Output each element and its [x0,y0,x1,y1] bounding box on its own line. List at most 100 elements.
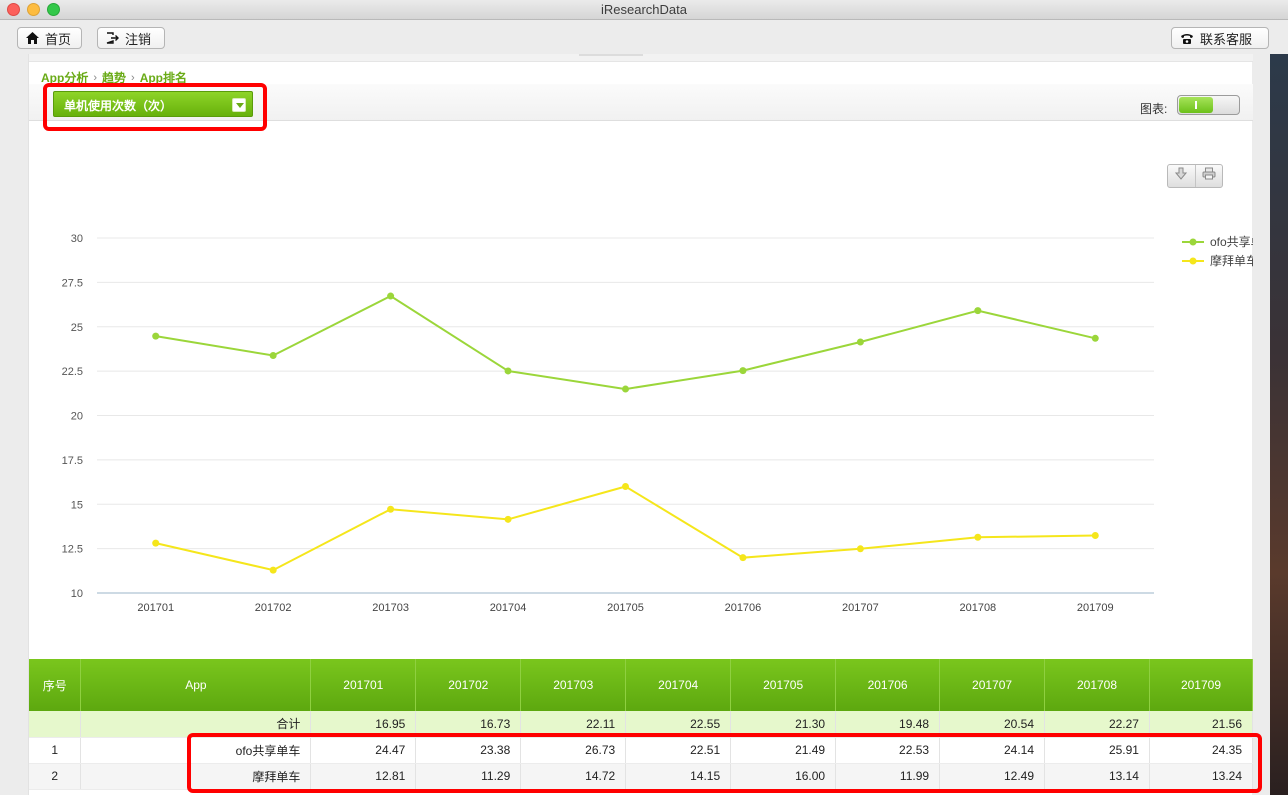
metric-dropdown[interactable]: 单机使用次数（次） [53,91,253,117]
y-tick-label: 20 [71,411,83,423]
table-cell: 12.81 [310,763,417,790]
legend-label: 摩拜单车 [1210,253,1253,268]
contact-service-button[interactable]: 联系客服 [1171,27,1269,49]
y-tick-label: 27.5 [62,277,83,289]
y-tick-label: 10 [71,588,83,600]
y-tick-label: 22.5 [62,366,83,378]
phone-icon [1180,33,1194,44]
header-month[interactable]: 201707 [939,659,1046,711]
data-point [1091,334,1099,342]
table-cell: 14.72 [520,763,627,790]
desktop-background [1270,54,1288,795]
row-index: 2 [29,763,82,790]
table-cell: 12.49 [939,763,1046,790]
header-month[interactable]: 201705 [730,659,837,711]
data-point [387,292,395,300]
breadcrumb-app-analysis[interactable]: App分析 [41,71,89,85]
table-cell: 11.29 [415,763,522,790]
x-tick-label: 201701 [137,602,174,614]
print-button[interactable] [1194,165,1222,187]
header-month[interactable]: 201702 [415,659,522,711]
metric-dropdown-value: 单机使用次数（次） [64,99,173,113]
x-tick-label: 201706 [725,602,762,614]
logout-button[interactable]: 注销 [97,27,165,49]
download-button[interactable] [1168,165,1195,187]
print-icon [1202,167,1216,185]
toggle-on-state [1179,97,1213,113]
panel-top-border [29,54,1253,62]
data-point [622,483,629,490]
panel-scroll-indicator [579,54,643,56]
data-point [622,385,629,393]
data-point [269,566,277,574]
data-point [387,505,395,513]
table-row: 1 ofo共享单车 24.47 23.38 26.73 22.51 21.49 22.53 24… [29,737,1254,764]
data-point [739,367,747,375]
chart-toggle-switch[interactable] [1177,95,1240,115]
home-icon [26,32,39,44]
highlight-box-dropdown [43,83,267,131]
data-point [974,533,982,541]
table-cell: 11.99 [835,763,941,790]
contact-service-label: 联系客服 [1200,31,1253,47]
logout-button-label: 注销 [125,31,152,47]
table-header-row: 序号 App 201701 201702 201703 201704 201705 20170… [29,659,1254,711]
close-window-button[interactable] [7,3,20,16]
header-index: 序号 [29,659,82,711]
main-panel: App分析 › 趋势 › App排名 单机使用次数（次） 图表: 10 12.5 1… [28,54,1254,795]
table-cell: 13.24 [1149,763,1254,790]
data-point [1091,531,1099,539]
highlight-box-rows [187,733,1262,793]
x-tick-label: 201704 [490,602,527,614]
home-button[interactable]: 首页 [17,27,82,49]
table-row: 2 摩拜单车 12.81 11.29 14.72 14.15 16.00 11.99 12.49… [29,763,1254,790]
series-line-1 [155,294,1096,391]
chevron-down-icon[interactable] [232,98,246,112]
toolbar: 首页 注销 联系客服 [0,21,1288,54]
table-cell: 20.54 [939,711,1046,738]
minimize-window-button[interactable] [27,3,40,16]
table-cell: 22.51 [625,737,732,764]
table-cell: 21.49 [730,737,837,764]
legend-label: ofo共享单车 [1210,234,1253,249]
chevron-right-icon: › [131,71,135,84]
chevron-right-icon: › [93,71,97,84]
data-point [856,338,864,346]
header-month[interactable]: 201706 [835,659,941,711]
data-point [504,367,512,375]
header-month[interactable]: 201703 [520,659,627,711]
row-index: 1 [29,737,82,764]
breadcrumb: App分析 › 趋势 › App排名 [41,69,187,86]
row-app-name: ofo共享单车 [80,737,312,764]
header-month[interactable]: 201709 [1149,659,1254,711]
data-point [152,332,160,340]
header-month[interactable]: 201701 [310,659,417,711]
series-line-2 [155,485,1096,572]
legend-swatch-dot [1189,257,1197,265]
table-cell: 24.35 [1149,737,1254,764]
header-month[interactable]: 201708 [1044,659,1150,711]
table-cell: 24.14 [939,737,1046,764]
filter-bar: 单机使用次数（次） 图表: [29,84,1253,121]
legend-swatch-dot [1189,238,1197,246]
export-controls [1167,164,1223,188]
data-point [269,352,277,360]
y-tick-label: 30 [71,233,83,245]
data-table: 序号 App 201701 201702 201703 201704 201705 20170… [29,659,1254,790]
line-chart: 10 12.5 15 17.5 20 22.5 25 27.5 30 201701 201702 20… [62,233,1253,614]
table-cell: 14.15 [625,763,732,790]
download-icon [1175,167,1188,185]
y-tick-label: 12.5 [62,544,83,556]
zoom-window-button[interactable] [47,3,60,16]
table-cell: 16.00 [730,763,837,790]
window-titlebar: iResearchData [0,0,1288,20]
logout-icon [106,32,119,44]
header-month[interactable]: 201704 [625,659,732,711]
x-tick-label: 201708 [959,602,996,614]
breadcrumb-trend[interactable]: 趋势 [102,71,127,85]
y-tick-label: 25 [71,322,83,334]
window-title: iResearchData [601,2,687,17]
y-tick-label: 15 [71,499,83,511]
breadcrumb-app-ranking[interactable]: App排名 [139,71,188,85]
x-tick-label: 201703 [372,602,409,614]
